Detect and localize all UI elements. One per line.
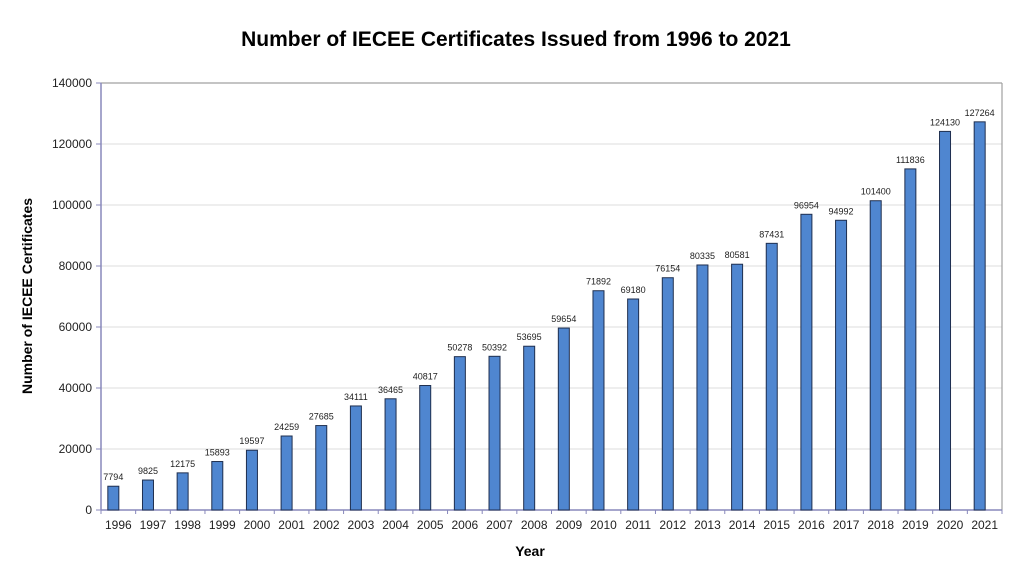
bar <box>696 264 709 511</box>
bar <box>939 130 952 511</box>
bar-value-label: 76154 <box>655 264 680 274</box>
bar <box>419 385 432 511</box>
x-tick-label: 2018 <box>867 518 894 532</box>
bar-value-label: 12175 <box>170 459 195 469</box>
bar-value-label: 40817 <box>413 372 438 382</box>
bar-value-label: 71892 <box>586 277 611 287</box>
bar-value-label: 15893 <box>205 448 230 458</box>
x-tick-label: 2008 <box>521 518 548 532</box>
bar-value-label: 34111 <box>344 392 368 402</box>
bar <box>245 449 258 511</box>
x-tick-label: 2007 <box>486 518 513 532</box>
bar <box>141 479 154 511</box>
bar-value-label: 69180 <box>621 285 646 295</box>
x-tick-label: 1998 <box>174 518 201 532</box>
y-tick-label: 60000 <box>59 320 93 334</box>
bar <box>800 213 813 511</box>
x-tick-label: 2016 <box>798 518 825 532</box>
bar-value-label: 9825 <box>138 466 158 476</box>
bar-value-label: 19597 <box>239 436 264 446</box>
x-tick-label: 2004 <box>382 518 409 532</box>
bar-value-label: 27685 <box>309 412 334 422</box>
bar-value-label: 59654 <box>551 314 576 324</box>
x-tick-label: 2006 <box>452 518 479 532</box>
bar <box>280 435 293 511</box>
bar-value-label: 24259 <box>274 422 299 432</box>
bar-value-label: 50278 <box>447 343 472 353</box>
x-tick-label: 2013 <box>694 518 721 532</box>
x-tick-label: 2009 <box>555 518 582 532</box>
x-tick-label: 2001 <box>278 518 305 532</box>
bar <box>904 168 917 511</box>
y-tick-label: 100000 <box>52 198 92 212</box>
bar-value-label: 80581 <box>725 250 750 260</box>
bar-value-label: 124130 <box>930 117 960 127</box>
bar <box>627 298 640 511</box>
chart-title: Number of IECEE Certificates Issued from… <box>241 28 791 51</box>
x-tick-label: 1999 <box>209 518 236 532</box>
bar <box>523 345 536 511</box>
bar <box>557 327 570 511</box>
y-tick-label: 20000 <box>59 442 93 456</box>
bar <box>731 263 744 511</box>
bar <box>661 277 674 511</box>
bar-value-label: 7794 <box>103 472 123 482</box>
x-tick-label: 2015 <box>763 518 790 532</box>
bar-value-label: 50392 <box>482 342 507 352</box>
bar <box>176 472 189 511</box>
y-tick-label: 80000 <box>59 259 93 273</box>
bar-value-label: 111836 <box>896 155 925 165</box>
y-tick-label: 40000 <box>59 381 93 395</box>
bar-value-label: 127264 <box>965 108 995 118</box>
y-tick-label: 120000 <box>52 137 92 151</box>
x-axis-label: Year <box>515 543 545 559</box>
x-tick-label: 2020 <box>937 518 964 532</box>
x-tick-label: 1996 <box>105 518 132 532</box>
x-tick-label: 2002 <box>313 518 340 532</box>
x-tick-label: 2011 <box>625 518 651 532</box>
bar-value-label: 36465 <box>378 385 403 395</box>
bar <box>315 425 328 511</box>
bar <box>592 290 605 511</box>
bar-value-label: 96954 <box>794 200 819 210</box>
bar <box>211 461 224 511</box>
bar <box>488 355 501 511</box>
bar-value-label: 53695 <box>517 332 542 342</box>
x-tick-label: 2003 <box>348 518 375 532</box>
bar <box>973 121 986 511</box>
x-tick-label: 2019 <box>902 518 929 532</box>
y-tick-label: 140000 <box>52 76 92 90</box>
bar <box>453 356 466 511</box>
bar <box>349 405 362 511</box>
x-tick-label: 2017 <box>833 518 860 532</box>
bar <box>765 242 778 511</box>
x-tick-label: 2000 <box>244 518 271 532</box>
bar <box>384 398 397 511</box>
bar-value-label: 101400 <box>861 187 891 197</box>
x-tick-label: 2005 <box>417 518 444 532</box>
bar-value-label: 87431 <box>759 229 784 239</box>
bar <box>107 485 120 511</box>
bar-value-label: 94992 <box>829 206 854 216</box>
x-tick-label: 2021 <box>971 518 998 532</box>
x-tick-label: 1997 <box>140 518 167 532</box>
x-tick-label: 2012 <box>659 518 686 532</box>
bar-value-label: 80335 <box>690 251 715 261</box>
y-tick-label: 0 <box>85 503 92 517</box>
bar <box>835 219 848 511</box>
x-tick-label: 2014 <box>729 518 756 532</box>
bar <box>869 200 882 511</box>
x-tick-label: 2010 <box>590 518 617 532</box>
